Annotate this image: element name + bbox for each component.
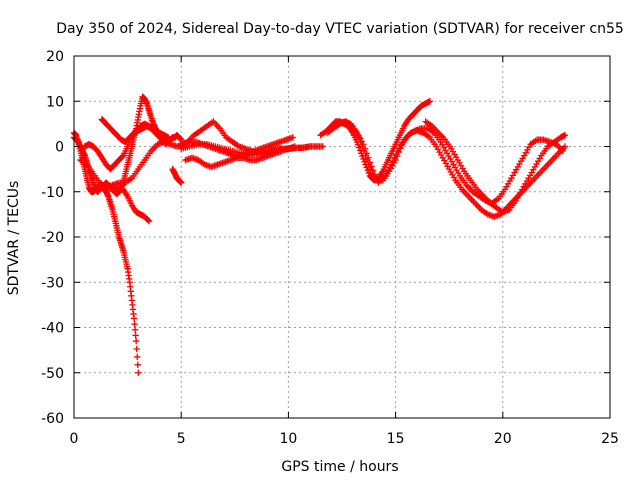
data-point [392, 156, 399, 164]
y-tick-label: 0 [55, 140, 64, 156]
data-series-13 [328, 118, 567, 207]
data-point [561, 131, 569, 139]
data-point [360, 141, 367, 148]
data-point [371, 171, 378, 178]
data-point [144, 216, 152, 224]
y-tick-label: -50 [41, 366, 64, 382]
data-point [368, 163, 375, 170]
data-point [131, 326, 139, 333]
chart-title: Day 350 of 2024, Sidereal Day-to-day VTE… [56, 21, 624, 37]
x-tick-label: 10 [279, 431, 297, 447]
data-point [355, 144, 363, 151]
data-point [132, 337, 140, 345]
data-point [131, 320, 138, 328]
data-point [119, 153, 126, 160]
data-point [134, 353, 141, 361]
data-series-14 [422, 118, 569, 216]
x-tick-label: 25 [601, 431, 619, 447]
data-point [365, 154, 372, 162]
y-axis-label: SDTVAR / TECUs [6, 181, 22, 296]
data-point [134, 361, 141, 369]
data-series-layer [70, 93, 569, 376]
data-point [559, 147, 567, 155]
data-point [133, 345, 140, 353]
y-tick-label: 10 [46, 94, 64, 110]
data-point [361, 145, 369, 152]
x-tick-label: 0 [70, 431, 79, 447]
data-point [369, 167, 377, 174]
x-tick-label: 15 [387, 431, 405, 447]
data-point [165, 134, 172, 141]
data-series-2 [70, 129, 142, 376]
x-tick-label: 5 [177, 431, 186, 447]
y-tick-label: -20 [41, 230, 64, 246]
y-tick-label: -60 [41, 411, 64, 427]
data-series-7 [169, 165, 185, 186]
data-point [363, 150, 370, 157]
data-point [426, 98, 434, 105]
y-tick-label: -40 [41, 321, 64, 337]
x-axis-label: GPS time / hours [281, 459, 398, 475]
y-tick-label: -10 [41, 185, 64, 201]
data-point [397, 144, 404, 152]
data-point [360, 155, 367, 163]
data-point [366, 159, 374, 166]
x-tick-label: 20 [494, 431, 512, 447]
data-point [132, 332, 139, 339]
y-tick-label: 20 [46, 49, 64, 65]
data-point [319, 143, 326, 150]
y-tick-label: -30 [41, 275, 64, 291]
data-point [289, 134, 296, 141]
data-series-5 [77, 156, 153, 225]
data-point [178, 179, 185, 186]
data-point [394, 152, 401, 160]
data-point [145, 217, 153, 225]
data-point [130, 315, 138, 322]
data-series-10 [178, 141, 314, 159]
data-point [135, 369, 142, 376]
data-point [561, 143, 569, 150]
tick-marks [73, 55, 611, 419]
data-point [395, 148, 403, 156]
data-point [306, 143, 314, 150]
